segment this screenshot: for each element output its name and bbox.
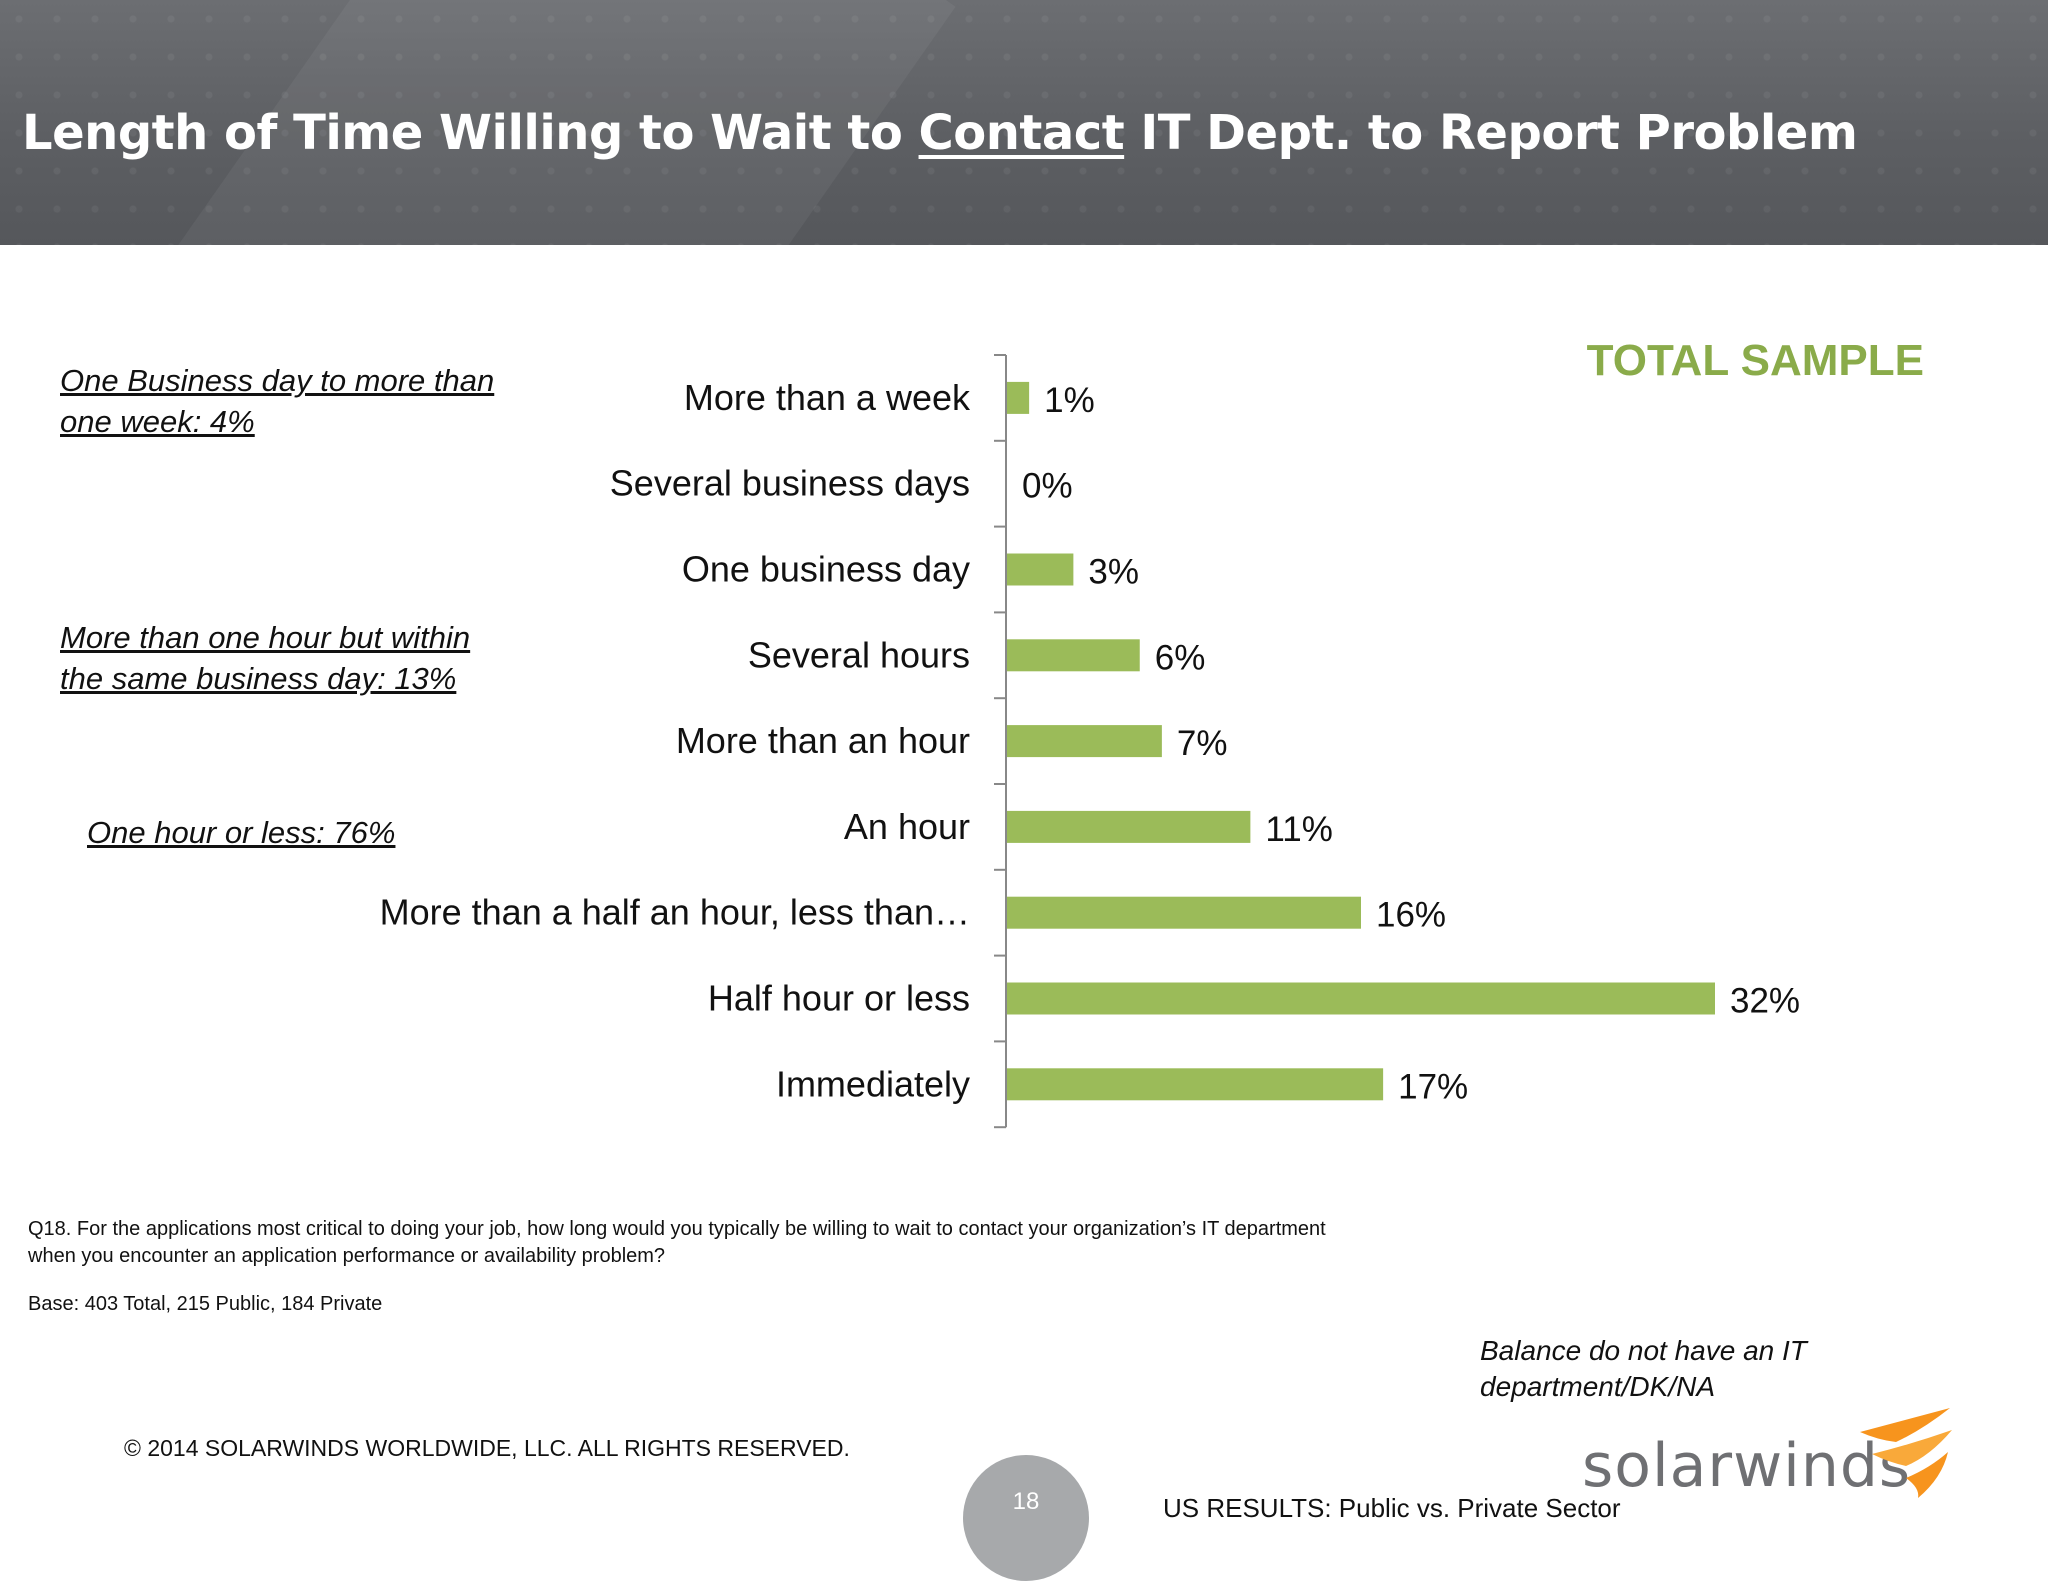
group-note-same-business-day: More than one hour but within the same b… xyxy=(60,620,471,696)
bar xyxy=(1007,639,1140,672)
page-title: Length of Time Willing to Wait to Contac… xyxy=(22,105,1858,161)
header-banner: Length of Time Willing to Wait to Contac… xyxy=(0,0,2048,245)
value-label: 0% xyxy=(1022,467,1073,506)
bars-group xyxy=(1007,381,1715,1101)
value-label: 6% xyxy=(1155,638,1206,677)
group-note-one-hour-or-less: One hour or less: 76% xyxy=(87,815,396,850)
bar xyxy=(1007,725,1162,758)
value-label: 32% xyxy=(1730,982,1800,1021)
category-label: An hour xyxy=(844,806,970,847)
category-labels-group: More than a week Several business days One… xyxy=(380,377,971,1104)
bar xyxy=(1007,381,1030,414)
category-label: Several business days xyxy=(610,463,970,504)
header-dot-pattern xyxy=(0,0,2048,245)
value-label: 11% xyxy=(1265,810,1332,849)
copyright-text: © 2014 SOLARWINDS WORLDWIDE, LLC. ALL RI… xyxy=(124,1435,850,1461)
page-title-part-2: IT Dept. to Report Problem xyxy=(1124,105,1858,161)
category-label: Half hour or less xyxy=(708,978,970,1019)
value-label: 1% xyxy=(1044,381,1095,420)
bar xyxy=(1007,1068,1384,1101)
category-label: More than a half an hour, less than… xyxy=(380,892,970,933)
value-label: 7% xyxy=(1177,724,1228,763)
axis-ticks xyxy=(994,354,1006,1129)
category-label: More than a week xyxy=(684,377,971,418)
value-label: 16% xyxy=(1376,896,1446,935)
page-number: 18 xyxy=(1012,1488,1040,1515)
total-sample-label: TOTAL SAMPLE xyxy=(1586,336,1924,385)
value-labels-group: 1% 0% 3% 6% 7% 11% 16% 32% 17% xyxy=(1022,381,1800,1106)
base-note: Base: 403 Total, 215 Public, 184 Private xyxy=(28,1293,383,1315)
page-title-contact: Contact xyxy=(918,105,1125,161)
bar xyxy=(1007,982,1715,1015)
solarwinds-logo-text: solarwinds xyxy=(1582,1431,1912,1501)
value-label: 17% xyxy=(1398,1067,1468,1106)
bar xyxy=(1007,553,1074,586)
bar-chart: More than a week Several business days One… xyxy=(380,354,1800,1129)
group-note-business-day: One Business day to more than one week: … xyxy=(60,363,495,439)
balance-note: Balance do not have an IT department/DK/… xyxy=(1480,1335,1807,1402)
bar xyxy=(1007,810,1251,843)
bar xyxy=(1007,896,1361,929)
category-label: More than an hour xyxy=(676,720,970,761)
page-number-badge xyxy=(963,1455,1089,1581)
category-label: Several hours xyxy=(748,634,970,675)
page-title-part-1: Length of Time Willing to Wait to xyxy=(22,105,919,161)
question-text: Q18. For the applications most critical … xyxy=(28,1218,1326,1267)
category-label: One business day xyxy=(682,549,970,590)
solarwinds-flame-icon xyxy=(1860,1408,1952,1498)
value-label: 3% xyxy=(1088,553,1139,592)
category-label: Immediately xyxy=(776,1063,970,1104)
footer-results-label: US RESULTS: Public vs. Private Sector xyxy=(1163,1493,1621,1523)
